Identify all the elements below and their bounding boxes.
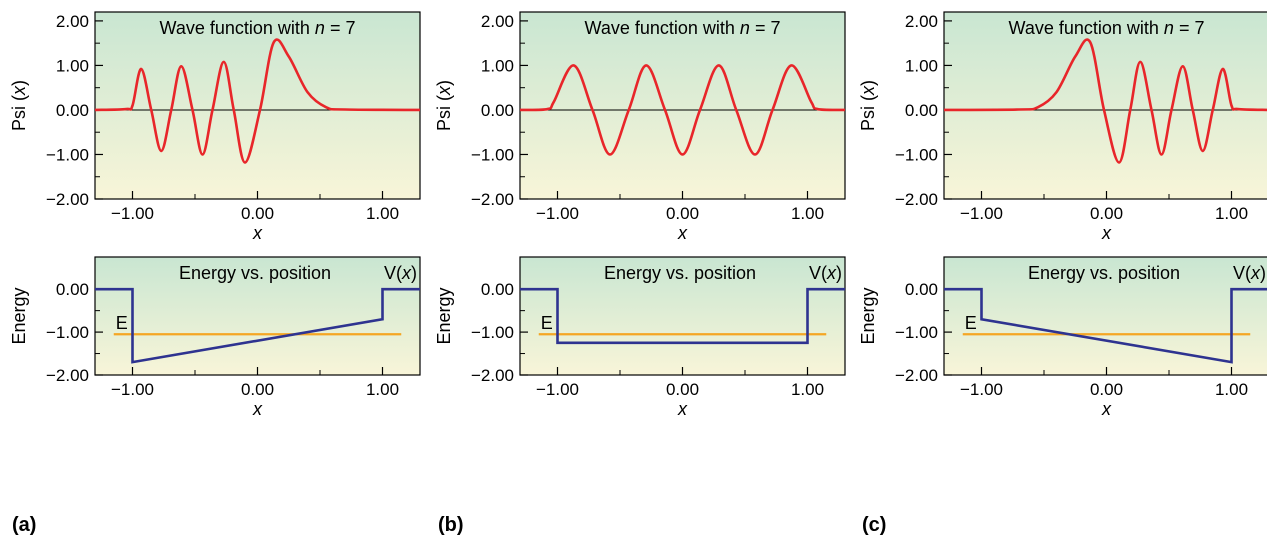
y-tick-label: 0.00 bbox=[905, 280, 938, 299]
y-tick-label: 2.00 bbox=[905, 12, 938, 31]
y-tick-label: 1.00 bbox=[905, 56, 938, 75]
plot-frame bbox=[943, 11, 1267, 200]
y-tick-label: 0.00 bbox=[56, 101, 89, 120]
y-axis-label: Psi (x) bbox=[858, 80, 878, 131]
x-tick-label: 0.00 bbox=[1090, 204, 1123, 223]
x-axis-label: x bbox=[677, 399, 688, 419]
y-axis-label: Energy bbox=[434, 287, 454, 344]
x-tick-label: 0.00 bbox=[1090, 380, 1123, 399]
chart-a-wave: 2.00 1.00 0.00 −1.00 −2.00 −1.00 0.00 1.00 x Psi … bbox=[9, 11, 421, 243]
x-tick-label: 0.00 bbox=[666, 204, 699, 223]
y-tick-label: −2.00 bbox=[471, 366, 514, 385]
plot-frame bbox=[94, 11, 421, 200]
chart-c-energy: 0.00 −1.00 −2.00 −1.00 0.00 1.00 x Energy Energy… bbox=[858, 256, 1267, 419]
energy-label: E bbox=[116, 313, 128, 333]
y-tick-label: 0.00 bbox=[481, 101, 514, 120]
potential-curve bbox=[95, 287, 420, 364]
plot-frame bbox=[943, 256, 1267, 376]
chart-title: Wave function with n = 7 bbox=[160, 18, 356, 38]
chart-b-wave: 2.00 1.00 0.00 −1.00 −2.00 −1.00 0.00 1.00 x Psi … bbox=[434, 11, 846, 243]
wave-function-curve bbox=[943, 38, 1267, 164]
y-tick-label: −2.00 bbox=[895, 366, 938, 385]
x-tick-label: −1.00 bbox=[536, 380, 579, 399]
chart-title: Energy vs. position bbox=[179, 263, 331, 283]
potential-label: V(x) bbox=[384, 263, 417, 283]
y-tick-label: −2.00 bbox=[46, 190, 89, 209]
x-axis-label: x bbox=[677, 223, 688, 243]
panel-label-b: (b) bbox=[438, 514, 464, 536]
y-axis-label: Energy bbox=[858, 287, 878, 344]
plot-background bbox=[944, 257, 1267, 375]
y-tick-label: −1.00 bbox=[895, 145, 938, 164]
x-tick-label: −1.00 bbox=[536, 204, 579, 223]
potential-label: V(x) bbox=[1233, 263, 1266, 283]
chart-title: Wave function with n = 7 bbox=[1009, 18, 1205, 38]
y-tick-label: −1.00 bbox=[471, 145, 514, 164]
x-tick-label: 0.00 bbox=[241, 380, 274, 399]
y-tick-label: 1.00 bbox=[481, 56, 514, 75]
plot-frame bbox=[519, 256, 846, 376]
potential-curve bbox=[944, 287, 1267, 364]
x-axis-label: x bbox=[1101, 399, 1112, 419]
x-axis-label: x bbox=[252, 399, 263, 419]
wave-function-curve bbox=[94, 38, 421, 164]
y-axis-label: Psi (x) bbox=[434, 80, 454, 131]
energy-label: E bbox=[541, 313, 553, 333]
x-tick-label: −1.00 bbox=[111, 380, 154, 399]
plot-background bbox=[944, 12, 1267, 199]
y-tick-label: 1.00 bbox=[56, 56, 89, 75]
y-tick-label: −2.00 bbox=[471, 190, 514, 209]
x-tick-label: −1.00 bbox=[960, 380, 1003, 399]
potential-label: V(x) bbox=[809, 263, 842, 283]
plot-background bbox=[520, 12, 845, 199]
plot-background bbox=[520, 257, 845, 375]
y-tick-label: 0.00 bbox=[56, 280, 89, 299]
y-tick-label: −1.00 bbox=[46, 145, 89, 164]
chart-a-energy: 0.00 −1.00 −2.00 −1.00 0.00 1.00 x Energy Energy… bbox=[9, 256, 421, 419]
plot-frame bbox=[94, 256, 421, 376]
plot-background bbox=[95, 257, 420, 375]
chart-title: Wave function with n = 7 bbox=[585, 18, 781, 38]
y-tick-label: −1.00 bbox=[46, 323, 89, 342]
x-axis-label: x bbox=[252, 223, 263, 243]
x-tick-label: 1.00 bbox=[791, 204, 824, 223]
plot-frame bbox=[519, 11, 846, 200]
x-tick-label: 1.00 bbox=[366, 380, 399, 399]
chart-b-energy: 0.00 −1.00 −2.00 −1.00 0.00 1.00 x Energy Energy… bbox=[434, 256, 846, 419]
x-tick-label: 1.00 bbox=[791, 380, 824, 399]
y-tick-label: −1.00 bbox=[471, 323, 514, 342]
y-tick-label: 0.00 bbox=[481, 280, 514, 299]
chart-c-wave: 2.00 1.00 0.00 −1.00 −2.00 −1.00 0.00 1.00 x Psi … bbox=[858, 11, 1267, 243]
x-tick-label: 0.00 bbox=[241, 204, 274, 223]
x-tick-label: 1.00 bbox=[1215, 380, 1248, 399]
y-axis-label: Psi (x) bbox=[9, 80, 29, 131]
energy-label: E bbox=[965, 313, 977, 333]
y-tick-label: 2.00 bbox=[56, 12, 89, 31]
x-axis-label: x bbox=[1101, 223, 1112, 243]
y-tick-label: −1.00 bbox=[895, 323, 938, 342]
potential-curve bbox=[520, 287, 845, 345]
wave-function-curve bbox=[519, 64, 846, 156]
x-tick-label: 0.00 bbox=[666, 380, 699, 399]
y-tick-label: 2.00 bbox=[481, 12, 514, 31]
x-tick-label: 1.00 bbox=[366, 204, 399, 223]
y-axis-label: Energy bbox=[9, 287, 29, 344]
chart-title: Energy vs. position bbox=[1028, 263, 1180, 283]
x-tick-label: −1.00 bbox=[111, 204, 154, 223]
chart-title: Energy vs. position bbox=[604, 263, 756, 283]
y-tick-label: −2.00 bbox=[46, 366, 89, 385]
plot-background bbox=[95, 12, 420, 199]
y-tick-label: −2.00 bbox=[895, 190, 938, 209]
x-tick-label: 1.00 bbox=[1215, 204, 1248, 223]
y-tick-label: 0.00 bbox=[905, 101, 938, 120]
x-tick-label: −1.00 bbox=[960, 204, 1003, 223]
panel-label-a: (a) bbox=[12, 514, 37, 536]
panel-label-c: (c) bbox=[862, 514, 887, 536]
